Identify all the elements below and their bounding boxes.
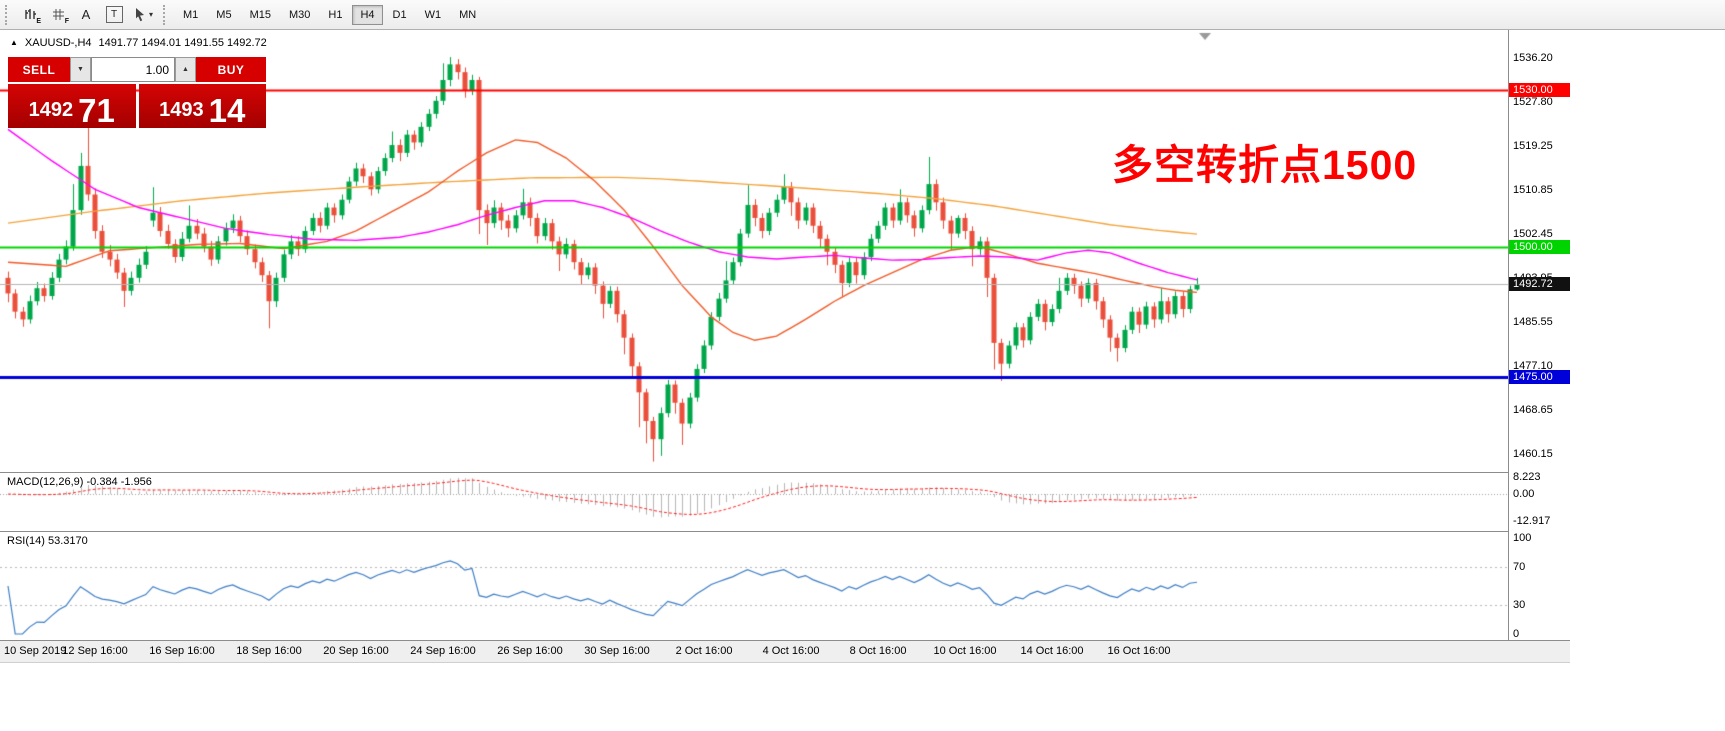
time-axis-label: 10 Sep 2019 [4, 645, 67, 657]
price-tick: 1502.45 [1513, 228, 1553, 240]
rsi-tick: 0 [1513, 628, 1520, 640]
sell-price-display[interactable]: 1492 71 [8, 84, 136, 128]
chart-bars-icon [23, 7, 38, 22]
price-tick: 1485.55 [1513, 316, 1553, 328]
price-tick: 1468.65 [1513, 404, 1553, 416]
macd-label: MACD(12,26,9) -0.384 -1.956 [7, 476, 152, 488]
timeframe-group: M1 M5 M15 M30 H1 H4 D1 W1 MN [174, 4, 485, 25]
time-axis-label: 16 Oct 16:00 [1107, 645, 1171, 657]
level-price-label: 1475.00 [1509, 370, 1570, 384]
volume-decrease-button[interactable]: ▼ [70, 57, 91, 82]
level-price-label: 1500.00 [1509, 240, 1570, 254]
price-tick: 1460.15 [1513, 448, 1553, 460]
buy-price-display[interactable]: 1493 14 [138, 84, 266, 129]
time-axis-label: 14 Oct 16:00 [1020, 645, 1084, 657]
time-axis-label: 4 Oct 16:00 [762, 645, 820, 657]
timeframe-m30-button[interactable]: M30 [288, 8, 311, 21]
time-axis-label: 12 Sep 16:00 [62, 645, 128, 657]
rsi-label: RSI(14) 53.3170 [7, 535, 88, 547]
buy-button[interactable]: BUY [196, 57, 266, 82]
time-axis-label: 2 Oct 16:00 [675, 645, 733, 657]
price-scale[interactable]: 1536.201527.801519.251510.851502.451493.… [1509, 30, 1570, 662]
time-axis-label: 10 Oct 16:00 [933, 645, 997, 657]
text-a-button[interactable]: A [73, 3, 99, 26]
timeframe-m1-button[interactable]: M1 [183, 8, 199, 21]
grid-icon [51, 7, 66, 22]
price-tick: 1510.85 [1513, 184, 1553, 196]
time-axis-label: 16 Sep 16:00 [149, 645, 215, 657]
price-tick: 1477.10 [1513, 360, 1553, 372]
sell-price-main: 1492 [28, 99, 74, 121]
chart-header: ▲ XAUUSD-,H4 1491.77 1494.01 1491.55 149… [10, 37, 267, 49]
time-axis-label: 8 Oct 16:00 [849, 645, 907, 657]
macd-values: -0.384 -1.956 [86, 476, 152, 488]
time-axis[interactable]: 10 Sep 2019 12 Sep 16:00 16 Sep 16:00 18 Se… [0, 640, 1570, 663]
time-axis-label: 20 Sep 16:00 [323, 645, 389, 657]
price-tick: 1536.20 [1513, 52, 1553, 64]
sell-button[interactable]: SELL [8, 57, 70, 82]
toolbar-grip[interactable] [5, 4, 11, 25]
price-tick: 1527.80 [1513, 96, 1553, 108]
time-axis-label: 24 Sep 16:00 [410, 645, 476, 657]
buy-price-pips: 14 [208, 91, 246, 129]
timeframe-mn-button[interactable]: MN [459, 8, 477, 21]
time-axis-label: 26 Sep 16:00 [497, 645, 563, 657]
grid-sub-label: F [64, 18, 69, 25]
macd-tick: 0.00 [1513, 488, 1535, 500]
text-label-icon: T [105, 6, 123, 23]
volume-input[interactable] [91, 57, 175, 82]
annotation-text: 多空转折点1500 [1112, 142, 1418, 188]
volume-increase-button[interactable]: ▲ [175, 57, 196, 82]
rsi-tick: 30 [1513, 599, 1526, 611]
sell-price-pips: 71 [78, 91, 115, 129]
chart-bars-button[interactable]: E [17, 3, 43, 26]
toolbar: E F A T ▾ M1 M5 M15 M30 H1 H4 D1 W1 MN [0, 0, 1725, 30]
macd-tick: -12.917 [1513, 515, 1551, 527]
rsi-value: 53.3170 [47, 535, 88, 547]
rsi-name: RSI(14) [7, 535, 45, 547]
cursor-icon [133, 7, 147, 22]
toolbar-grip-2[interactable] [163, 4, 169, 25]
price-tick: 1519.25 [1513, 140, 1553, 152]
time-axis-label: 18 Sep 16:00 [236, 645, 302, 657]
symbol-title: XAUUSD-,H4 [24, 37, 92, 49]
price-scale-divider [1508, 30, 1509, 662]
macd-name: MACD(12,26,9) [7, 476, 84, 488]
macd-tick: 8.223 [1513, 471, 1541, 483]
timeframe-w1-button[interactable]: W1 [424, 8, 442, 21]
current-price-label: 1492.72 [1509, 277, 1570, 291]
text-label-button[interactable]: T [101, 3, 127, 26]
time-axis-label: 30 Sep 16:00 [584, 645, 650, 657]
one-click-collapse-toggle[interactable]: ▲ [10, 38, 18, 47]
timeframe-m5-button[interactable]: M5 [216, 8, 232, 21]
one-click-trading-panel: SELL ▼ ▲ BUY 1492 71 1493 14 [8, 57, 266, 128]
ohlc-readout: 1491.77 1494.01 1491.55 1492.72 [98, 37, 267, 49]
level-price-label: 1530.00 [1509, 83, 1570, 97]
text-a-icon: A [81, 7, 91, 22]
panel-splitter-1[interactable] [0, 472, 1570, 473]
chevron-down-icon: ▾ [149, 10, 154, 19]
rsi-tick: 70 [1513, 561, 1526, 573]
cursor-tool-button[interactable]: ▾ [129, 3, 157, 26]
chart-bars-sub-label: E [36, 18, 41, 25]
rsi-canvas[interactable] [0, 532, 1508, 640]
panel-splitter-2[interactable] [0, 531, 1570, 532]
buy-price-main: 1493 [159, 99, 204, 121]
timeframe-h1-button[interactable]: H1 [328, 8, 343, 21]
timeframe-d1-button[interactable]: D1 [392, 8, 407, 21]
timeframe-m15-button[interactable]: M15 [249, 8, 271, 21]
macd-canvas[interactable] [0, 473, 1508, 531]
rsi-tick: 100 [1513, 532, 1532, 544]
grid-button[interactable]: F [45, 3, 71, 26]
timeframe-h4-button[interactable]: H4 [352, 4, 383, 25]
